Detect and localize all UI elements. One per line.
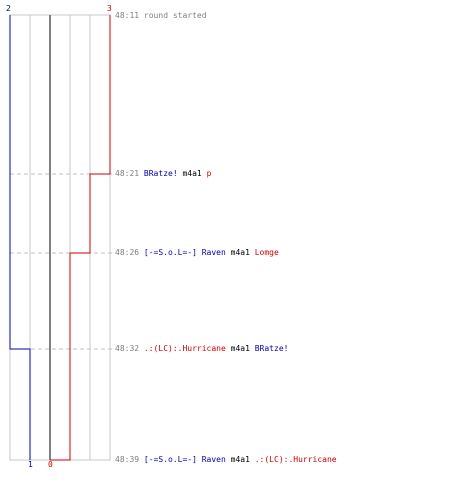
blue-team-alive-line [9, 15, 31, 460]
victim-name: .:(LC):.Hurricane [254, 455, 337, 464]
event-row-kill: 48:32 .:(LC):.Hurricane m4a1 BRatze! [115, 344, 288, 354]
blue-end-count: 1 [28, 460, 33, 469]
event-row-kill: 48:21 BRatze! m4a1 p [115, 169, 211, 179]
victim-name: Lomge [254, 248, 279, 257]
red-start-count: 3 [107, 4, 112, 13]
event-guides [10, 173, 113, 350]
red-team-alive-line [50, 15, 111, 461]
killer-name: [-=S.o.L=-] Raven [143, 248, 226, 257]
lane-grid [9, 14, 111, 461]
weapon-name: m4a1 [230, 455, 250, 464]
killer-name: [-=S.o.L=-] Raven [143, 455, 226, 464]
event-note: round started [143, 11, 207, 20]
lane-grid-frame [9, 14, 111, 461]
red-end-count: 0 [48, 460, 53, 469]
event-row-round-start: 48:11 round started [115, 11, 207, 21]
event-time: 48:11 [115, 11, 140, 20]
blue-start-count: 2 [6, 4, 11, 13]
weapon-name: m4a1 [182, 169, 202, 178]
event-time: 48:26 [115, 248, 140, 257]
event-time: 48:21 [115, 169, 140, 178]
event-row-kill: 48:26 [-=S.o.L=-] Raven m4a1 Lomge [115, 248, 279, 258]
event-time: 48:39 [115, 455, 140, 464]
event-row-kill: 48:39 [-=S.o.L=-] Raven m4a1 .:(LC):.Hur… [115, 455, 337, 465]
victim-name: p [206, 169, 212, 178]
victim-name: BRatze! [254, 344, 289, 353]
killer-name: .:(LC):.Hurricane [143, 344, 226, 353]
weapon-name: m4a1 [230, 248, 250, 257]
killer-name: BRatze! [143, 169, 178, 178]
weapon-name: m4a1 [230, 344, 250, 353]
event-time: 48:32 [115, 344, 140, 353]
